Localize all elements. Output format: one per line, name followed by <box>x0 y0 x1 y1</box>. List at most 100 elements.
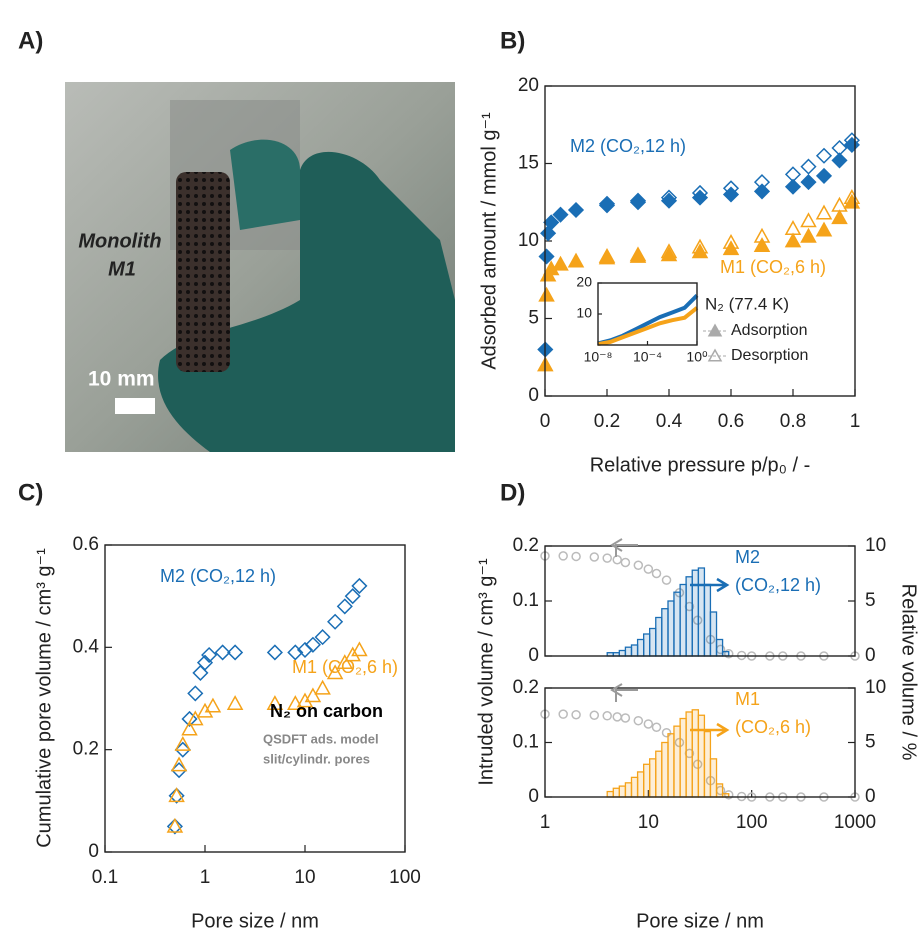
chart: 0 0.1 0.2 0 5 10 1 10 100 1000 Pore size / nm M1 (CO… <box>513 677 887 932</box>
glove-thumb <box>230 139 300 230</box>
y-tick-label: 0 <box>528 786 539 807</box>
bar <box>703 730 712 798</box>
bar <box>709 758 718 798</box>
point <box>226 695 244 710</box>
point <box>170 756 188 772</box>
x-tick-label: 0.6 <box>718 411 744 432</box>
point <box>598 249 616 265</box>
point <box>660 243 678 259</box>
bar <box>685 711 693 798</box>
bar <box>673 725 681 798</box>
bar <box>673 591 681 657</box>
point <box>643 719 654 729</box>
y-tick-label: 0.2 <box>513 677 539 698</box>
point <box>815 204 833 220</box>
point <box>633 715 644 726</box>
y-tick-label: 20 <box>518 75 539 96</box>
point <box>201 646 218 664</box>
scale-bar-label: 10 mm <box>88 368 155 391</box>
bar <box>655 750 663 798</box>
point <box>598 195 616 212</box>
y-tick-label: 10 <box>518 230 539 251</box>
point <box>589 710 600 720</box>
point <box>753 237 771 252</box>
panel-label: B) <box>500 27 525 54</box>
plot-frame <box>597 282 698 346</box>
legend-entry: Adsorption <box>731 322 808 339</box>
x-tick-label: 0.8 <box>780 411 806 432</box>
x-tick-label: 0.2 <box>594 411 620 432</box>
point <box>629 192 647 209</box>
y-tick-label: 0.2 <box>73 739 99 760</box>
arrow <box>610 683 638 702</box>
annotation: N₂ on carbon <box>270 701 383 721</box>
point <box>800 158 817 175</box>
x-axis-label: Pore size / nm <box>636 910 764 932</box>
point <box>691 238 709 254</box>
point <box>629 247 647 263</box>
bar <box>606 790 614 798</box>
annotation: M2 <box>735 547 760 567</box>
point <box>287 695 304 710</box>
point <box>336 598 353 615</box>
point <box>723 790 734 800</box>
x-tick-label: 0 <box>540 411 551 432</box>
point <box>692 759 703 770</box>
annotation: M1 (CO₂,6 h) <box>292 657 398 677</box>
point <box>784 178 802 195</box>
bar <box>643 633 651 657</box>
point <box>181 710 198 728</box>
y-tick-label: 0.4 <box>73 636 100 657</box>
annotation: QSDFT ads. model <box>263 731 379 746</box>
arrow <box>690 577 730 593</box>
plot-frame <box>544 85 856 397</box>
scale-bar <box>115 398 155 414</box>
point <box>612 555 622 565</box>
x-tick-label: 10 <box>638 812 659 833</box>
point <box>266 695 284 710</box>
point <box>552 206 569 223</box>
photo-caption: M1 <box>108 258 136 280</box>
x-tick-label: 1 <box>200 867 211 888</box>
y-tick-label: 0.1 <box>513 590 539 611</box>
bar <box>679 583 687 657</box>
plot-frame <box>544 545 856 657</box>
photo: Monolith M1 10 mm <box>65 82 455 452</box>
bar <box>655 616 663 657</box>
point <box>629 246 647 262</box>
annotation: (CO₂,6 h) <box>735 717 811 737</box>
arrow <box>690 722 730 738</box>
y-tick-label: 0 <box>528 645 539 666</box>
point <box>538 286 555 302</box>
point <box>571 551 581 562</box>
annotation: slit/cylindr. pores <box>263 751 370 766</box>
point <box>602 711 612 721</box>
point <box>831 152 848 169</box>
point <box>571 709 581 720</box>
panel-label: D) <box>500 479 525 506</box>
point <box>620 713 631 723</box>
bar <box>612 787 620 798</box>
bar <box>697 567 706 657</box>
x-tick-label: 100 <box>736 812 768 833</box>
point <box>567 201 585 219</box>
y-tick-label: 0.6 <box>73 534 99 555</box>
bar <box>618 785 627 798</box>
point <box>691 189 709 206</box>
chart: 0 0.1 0.2 0 5 10 D) Intruded volume / cm³ g⁻¹ Re… <box>475 479 919 785</box>
x-tick-label: 1 <box>850 411 861 432</box>
point <box>166 817 184 833</box>
point <box>344 588 361 605</box>
point <box>168 787 185 804</box>
point <box>831 139 848 157</box>
x-axis-label: Relative pressure p/p₀ / - <box>590 454 811 476</box>
point <box>196 702 214 718</box>
photo-caption: Monolith <box>78 230 161 252</box>
bar <box>661 608 669 657</box>
bar <box>661 741 669 798</box>
bar <box>703 583 712 657</box>
point <box>196 654 214 671</box>
bar <box>636 638 645 657</box>
point <box>722 180 740 197</box>
point <box>784 232 802 248</box>
